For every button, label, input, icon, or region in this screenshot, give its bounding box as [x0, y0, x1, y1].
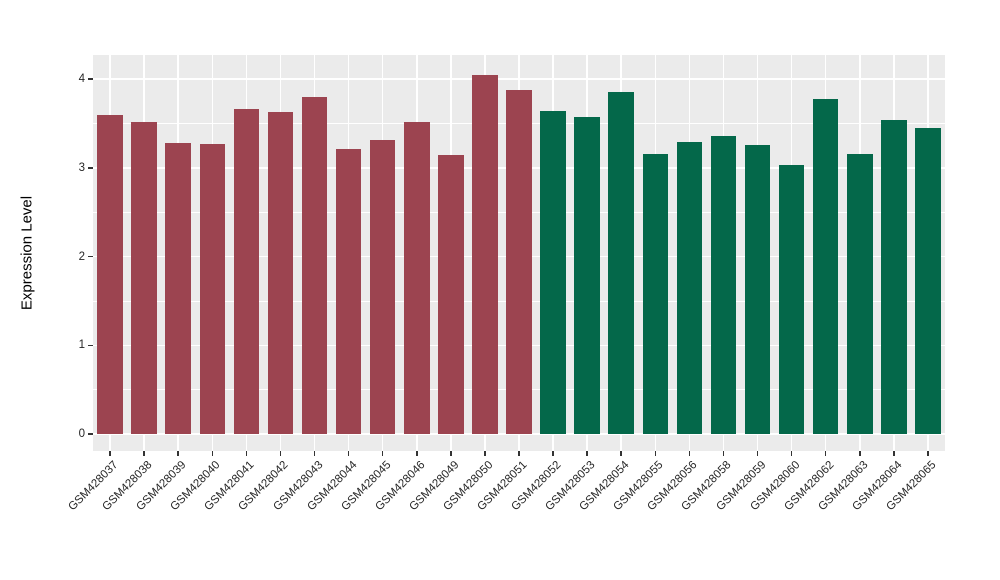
x-tick — [688, 451, 691, 456]
bar-GSM428049 — [438, 155, 464, 435]
x-tick — [756, 451, 759, 456]
x-tick — [245, 451, 248, 456]
y-tick — [88, 344, 93, 347]
bar-GSM428064 — [881, 119, 907, 435]
bar-GSM428043 — [301, 96, 328, 435]
bar-GSM428039 — [165, 142, 191, 435]
bar-GSM428052 — [540, 110, 566, 435]
y-tick-label: 0 — [78, 428, 85, 441]
bar-GSM428053 — [574, 117, 600, 435]
bar-GSM428040 — [199, 143, 226, 435]
x-tick — [893, 451, 895, 456]
plot-panel — [93, 55, 945, 451]
bar-GSM428062 — [812, 99, 839, 435]
bar-GSM428060 — [778, 165, 805, 435]
bar-GSM428042 — [267, 111, 294, 435]
x-tick — [859, 451, 861, 456]
bar-GSM428044 — [335, 149, 362, 435]
x-tick — [416, 451, 418, 456]
x-tick — [143, 451, 145, 456]
bar-GSM428038 — [131, 121, 157, 435]
bar-GSM428051 — [506, 89, 532, 435]
x-tick — [279, 451, 282, 456]
y-tick-label: 2 — [78, 250, 85, 263]
x-tick — [518, 451, 520, 456]
x-tick — [620, 451, 622, 456]
y-tick — [88, 78, 93, 80]
bar-GSM428055 — [642, 153, 669, 435]
y-tick-label: 4 — [78, 72, 85, 85]
y-axis-title: Expression Level — [18, 195, 36, 311]
bar-GSM428056 — [676, 142, 703, 435]
x-tick — [654, 451, 657, 456]
bar-GSM428045 — [369, 140, 396, 435]
x-tick — [313, 451, 316, 456]
bar-GSM428050 — [472, 74, 498, 435]
x-tick — [450, 451, 452, 456]
x-tick — [927, 451, 929, 456]
y-tick-label: 3 — [78, 161, 85, 174]
bar-GSM428065 — [915, 127, 941, 435]
y-tick — [88, 255, 93, 258]
x-tick — [381, 451, 384, 456]
bar-GSM428041 — [233, 109, 260, 435]
x-tick — [211, 451, 214, 456]
y-tick — [88, 167, 93, 169]
x-tick — [109, 451, 111, 456]
y-tick — [88, 433, 93, 435]
bar-GSM428054 — [608, 92, 634, 435]
bar-GSM428046 — [403, 121, 430, 435]
x-tick — [824, 451, 827, 456]
x-tick — [586, 451, 588, 456]
y-tick-label: 1 — [78, 339, 85, 352]
bar-GSM428059 — [744, 144, 771, 435]
x-tick — [552, 451, 554, 456]
x-tick — [722, 451, 725, 456]
x-tick — [790, 451, 793, 456]
bar-GSM428037 — [97, 115, 123, 435]
x-tick — [347, 451, 350, 456]
bar-GSM428063 — [847, 153, 873, 435]
x-tick — [484, 451, 486, 456]
bar-GSM428058 — [710, 135, 737, 435]
x-tick — [177, 451, 179, 456]
